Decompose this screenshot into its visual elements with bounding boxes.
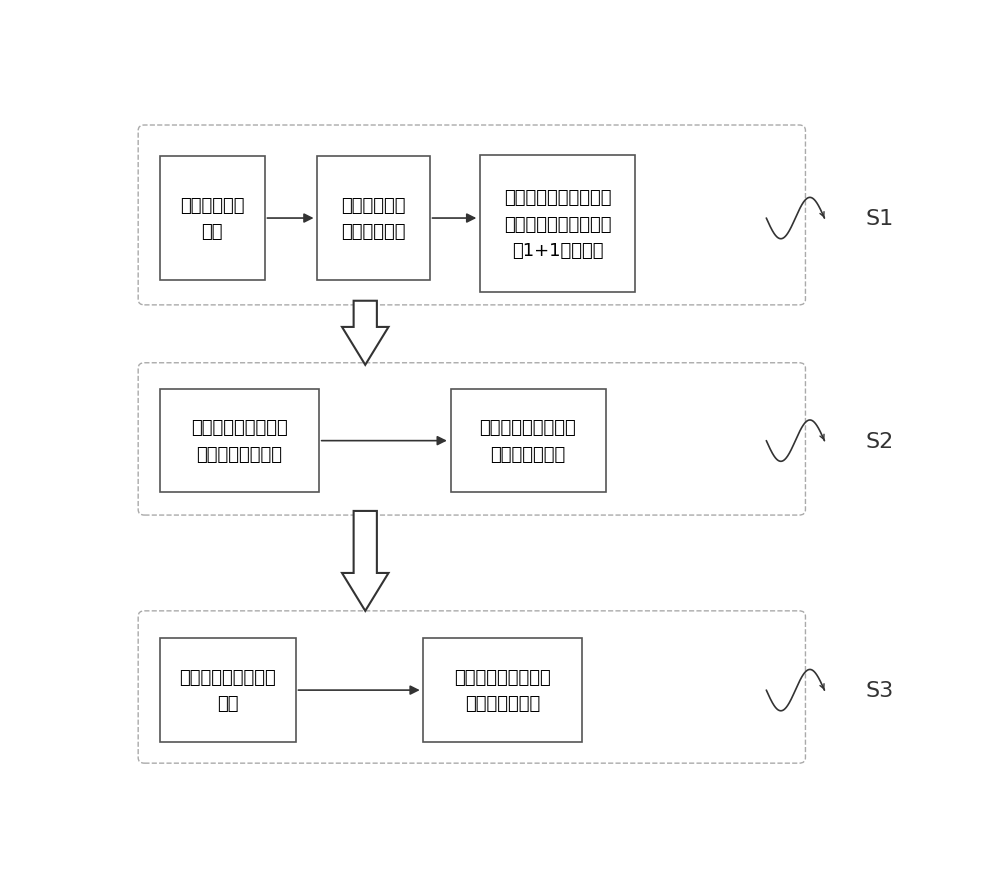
Polygon shape bbox=[342, 511, 388, 611]
FancyBboxPatch shape bbox=[160, 156, 264, 281]
FancyBboxPatch shape bbox=[450, 390, 606, 493]
Text: 计算网络负载
情况: 计算网络负载 情况 bbox=[180, 197, 244, 241]
Text: S3: S3 bbox=[865, 680, 893, 700]
FancyBboxPatch shape bbox=[138, 611, 805, 763]
Text: 根据业务需求和网络负
载，依次确定所有业务
的1+1传输路由: 根据业务需求和网络负 载，依次确定所有业务 的1+1传输路由 bbox=[504, 189, 611, 259]
Text: 按照优化顺序对节点
和链路进行优化: 按照优化顺序对节点 和链路进行优化 bbox=[454, 668, 551, 713]
FancyBboxPatch shape bbox=[423, 638, 582, 742]
Text: 确定节点和链路优化
顺序: 确定节点和链路优化 顺序 bbox=[179, 668, 276, 713]
FancyBboxPatch shape bbox=[160, 638, 296, 742]
Text: 按业务时延需
求对业务排序: 按业务时延需 求对业务排序 bbox=[341, 197, 406, 241]
FancyBboxPatch shape bbox=[138, 126, 805, 306]
FancyBboxPatch shape bbox=[480, 156, 635, 293]
Text: 计算所有业务部署后
节点和链路负载率: 计算所有业务部署后 节点和链路负载率 bbox=[191, 419, 288, 463]
FancyBboxPatch shape bbox=[138, 363, 805, 516]
FancyBboxPatch shape bbox=[317, 156, 430, 281]
Text: 筛选出负载率高于阈
值的节点和链路: 筛选出负载率高于阈 值的节点和链路 bbox=[480, 419, 576, 463]
Polygon shape bbox=[342, 301, 388, 366]
FancyBboxPatch shape bbox=[160, 390, 319, 493]
Text: S2: S2 bbox=[865, 431, 893, 451]
Text: S1: S1 bbox=[865, 209, 893, 229]
